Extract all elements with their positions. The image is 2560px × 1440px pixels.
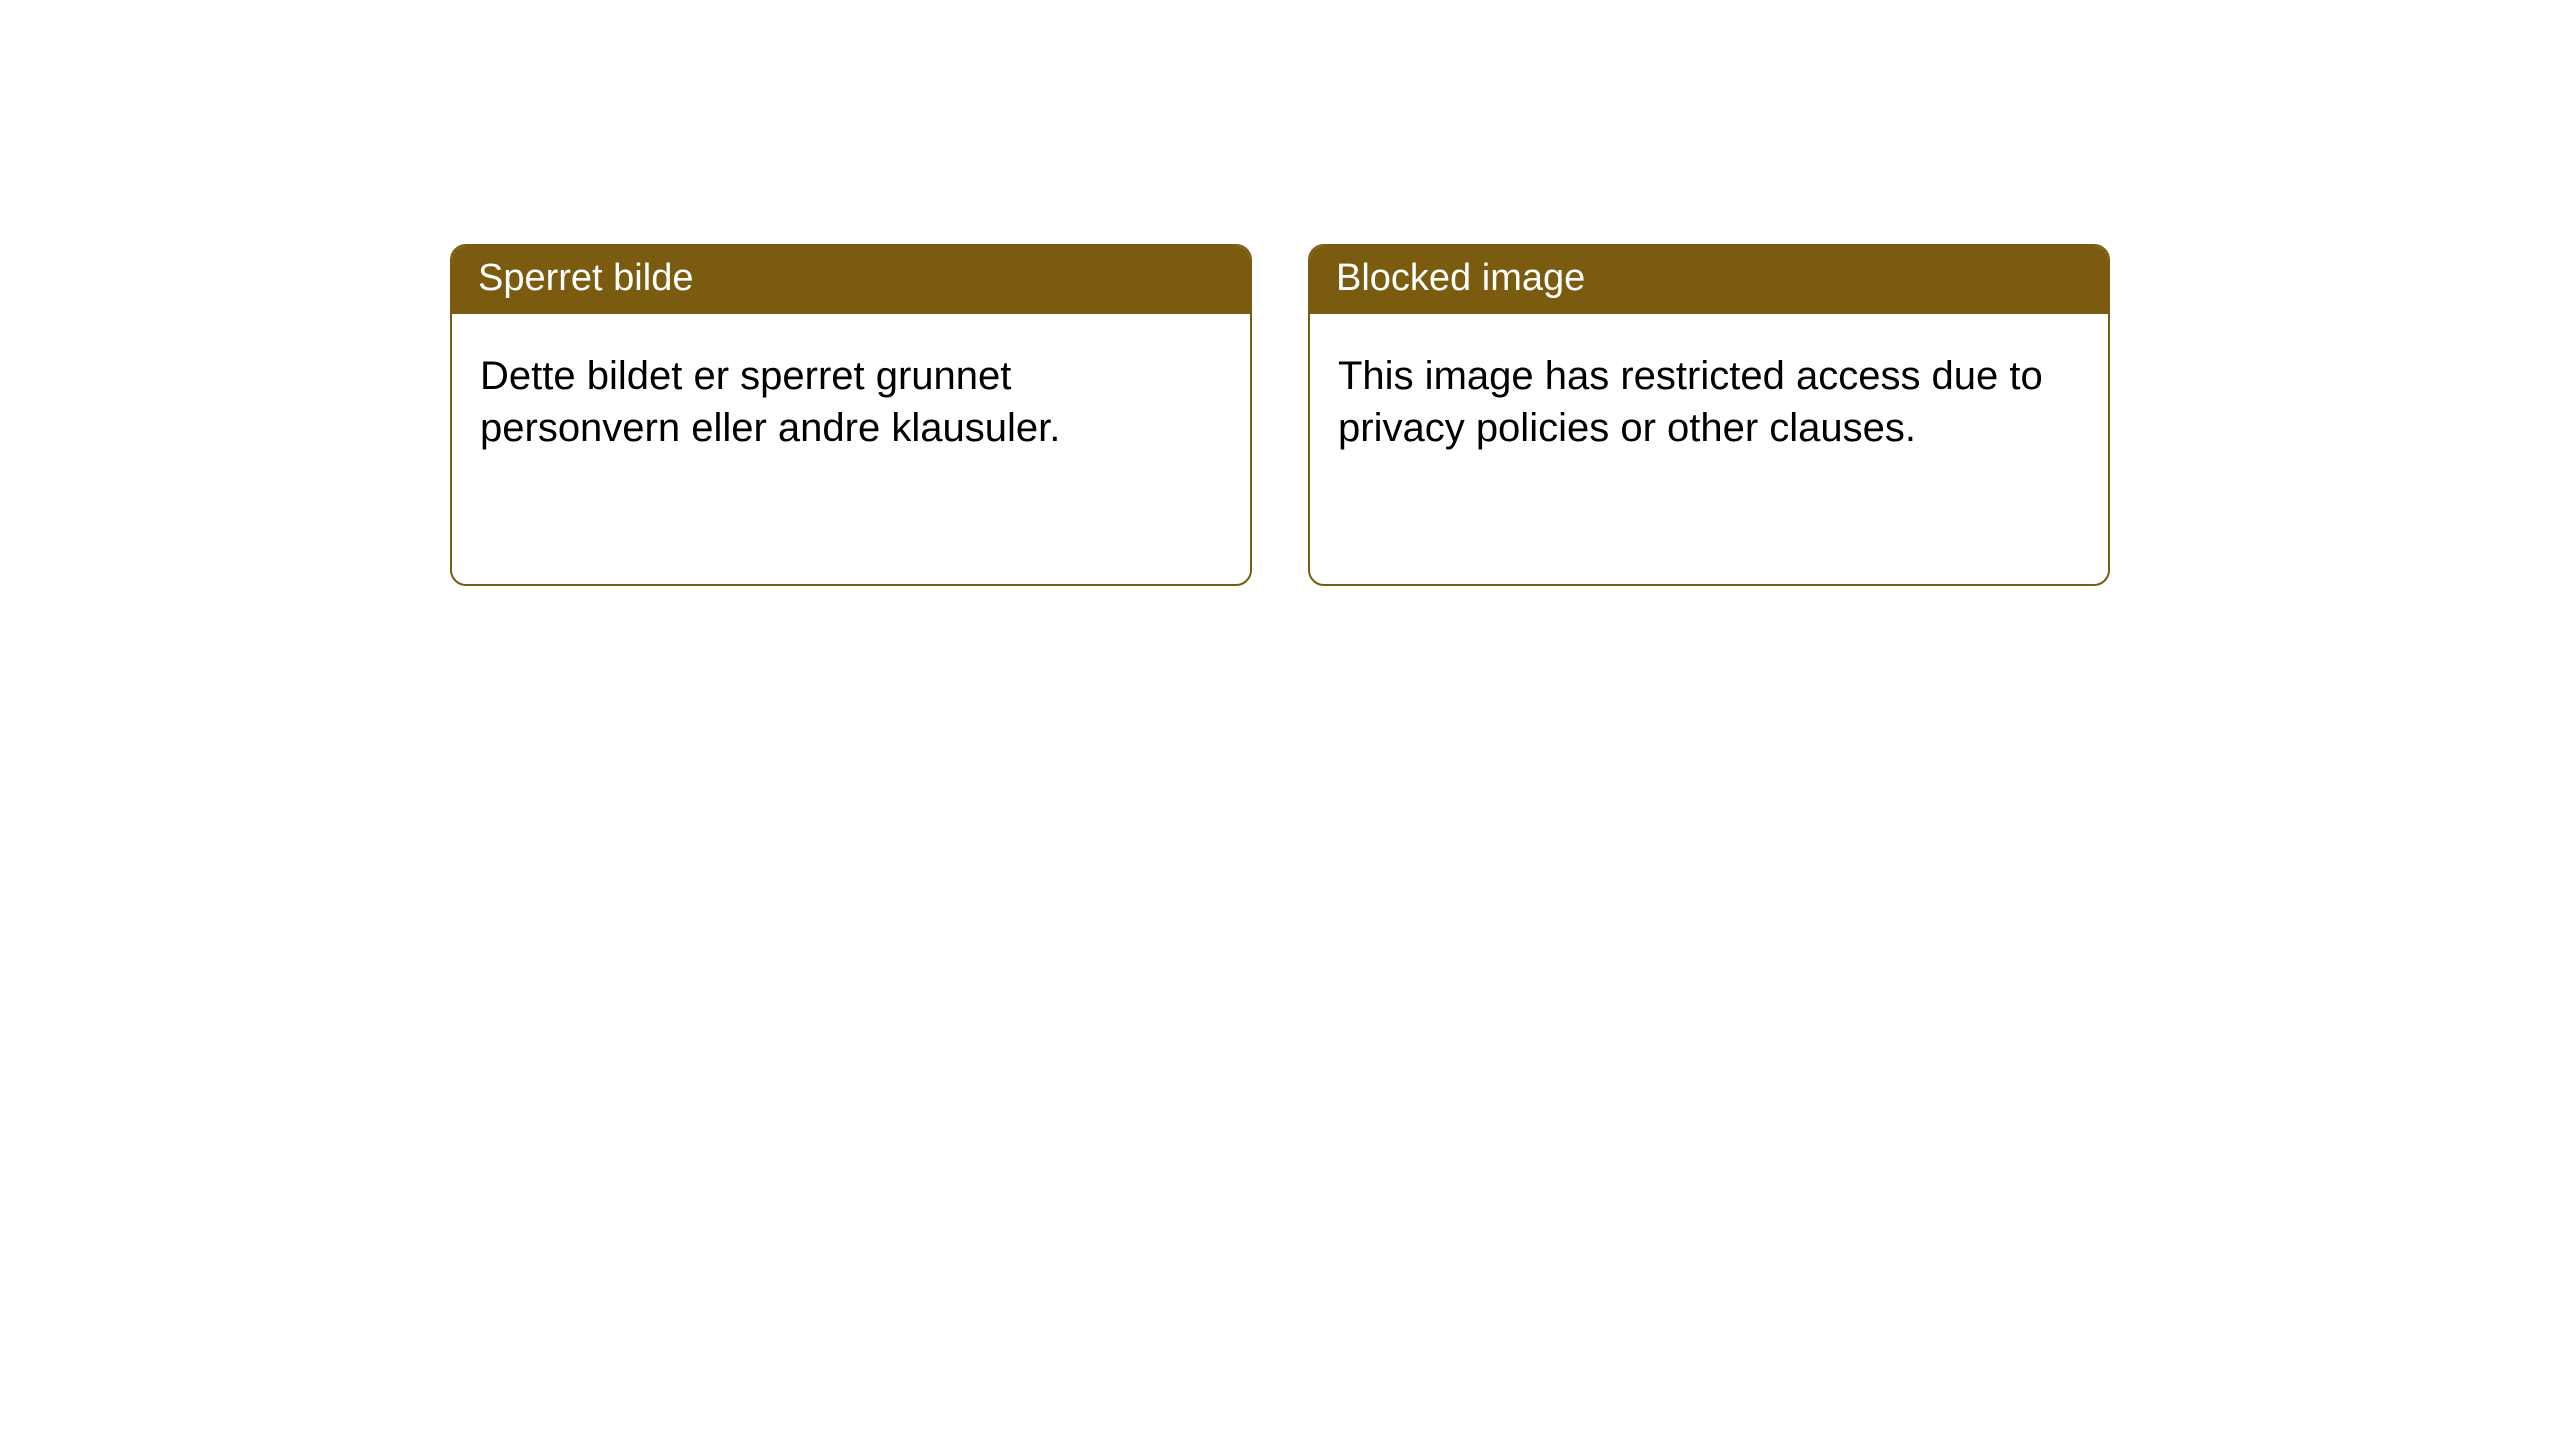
notice-card-norwegian: Sperret bilde Dette bildet er sperret gr… — [450, 244, 1252, 586]
notice-card-header: Blocked image — [1310, 246, 2108, 314]
notice-card-body: Dette bildet er sperret grunnet personve… — [452, 314, 1250, 584]
notice-card-english: Blocked image This image has restricted … — [1308, 244, 2110, 586]
notice-card-body: This image has restricted access due to … — [1310, 314, 2108, 584]
notice-cards-container: Sperret bilde Dette bildet er sperret gr… — [450, 244, 2110, 586]
notice-card-header: Sperret bilde — [452, 246, 1250, 314]
